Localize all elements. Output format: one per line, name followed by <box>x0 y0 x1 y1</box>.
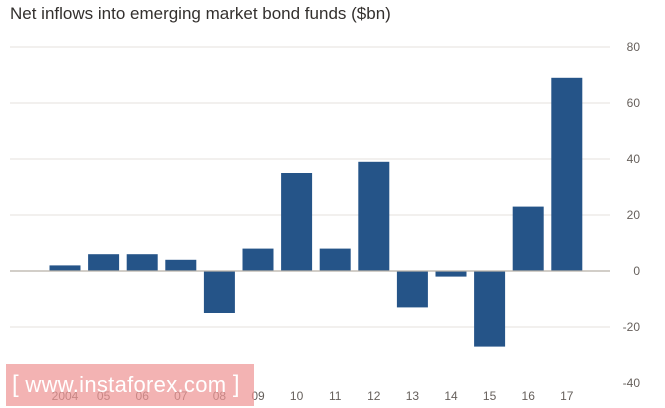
bar-16 <box>512 206 544 271</box>
bar-11 <box>319 248 351 271</box>
watermark-banner: [ www.instaforex.com ] <box>6 364 254 406</box>
x-tick-label: 11 <box>329 389 342 403</box>
bar-07 <box>165 259 197 271</box>
y-tick-label: 80 <box>627 40 641 54</box>
bar-17 <box>551 77 583 271</box>
watermark-open-bracket: [ <box>12 371 19 398</box>
x-tick-label: 14 <box>444 389 458 403</box>
x-tick-label: 15 <box>483 389 497 403</box>
bar-10 <box>281 173 313 271</box>
bar-14 <box>435 271 467 277</box>
bar-15 <box>474 271 506 347</box>
bar-2004 <box>49 265 81 271</box>
x-tick-label: 16 <box>522 389 536 403</box>
x-tick-label: 13 <box>406 389 420 403</box>
watermark-text: www.instaforex.com <box>18 372 233 397</box>
y-tick-label: -20 <box>623 320 641 334</box>
bar-13 <box>396 271 428 308</box>
x-tick-label: 17 <box>560 389 574 403</box>
y-tick-label: -40 <box>623 376 641 390</box>
y-tick-label: 40 <box>627 152 641 166</box>
y-tick-label: 0 <box>633 264 640 278</box>
bars <box>49 77 583 347</box>
watermark-close-bracket: ] <box>232 371 240 398</box>
y-tick-label: 20 <box>627 208 641 222</box>
chart-title: Net inflows into emerging market bond fu… <box>10 4 391 23</box>
x-tick-label: 10 <box>290 389 304 403</box>
bar-12 <box>358 161 390 271</box>
y-axis-ticks: -40 -20 0 20 40 60 80 <box>623 40 641 390</box>
bar-05 <box>88 254 120 271</box>
x-tick-label: 09 <box>251 389 265 403</box>
bar-08 <box>203 271 235 313</box>
bar-09 <box>242 248 274 271</box>
y-tick-label: 60 <box>627 96 641 110</box>
x-tick-label: 12 <box>367 389 381 403</box>
bar-06 <box>126 254 158 271</box>
